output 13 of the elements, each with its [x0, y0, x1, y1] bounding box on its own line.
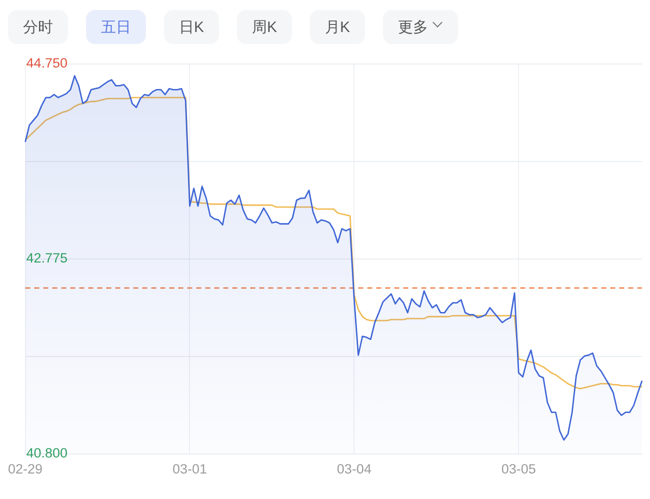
x-tick-label: 03-01 — [172, 462, 207, 477]
tab: 五日 — [86, 10, 146, 44]
tab: 分时 — [8, 10, 68, 44]
y-tick-label: 44.750 — [26, 56, 68, 71]
x-tick-label: 02-29 — [8, 462, 43, 477]
tab: 日K — [164, 10, 220, 44]
tab: 周K — [237, 10, 292, 44]
x-tick-label: 03-04 — [336, 462, 372, 477]
y-tick-label: 42.775 — [26, 250, 68, 266]
tab: 月K — [310, 10, 366, 44]
x-tick-label: 03-05 — [501, 462, 536, 477]
y-tick-label: 40.800 — [26, 446, 68, 461]
tab: 更多 — [383, 10, 458, 44]
